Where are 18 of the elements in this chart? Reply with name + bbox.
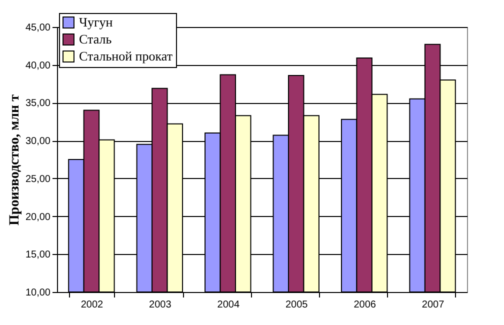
x-tick-label: 2003 bbox=[149, 300, 172, 310]
x-tick-label: 2006 bbox=[354, 300, 376, 310]
x-tick-label: 2004 bbox=[217, 300, 240, 310]
y-tick-label: 20,00 bbox=[25, 212, 51, 223]
x-tick-label: 2005 bbox=[285, 300, 308, 310]
legend-label: Сталь bbox=[79, 32, 112, 46]
y-tick-label: 45,00 bbox=[25, 22, 51, 34]
y-tick-label: 15,00 bbox=[25, 250, 51, 261]
y-tick-label: 35,00 bbox=[25, 98, 51, 110]
y-tick-label: 30,00 bbox=[25, 136, 51, 148]
legend-label: Стальной прокат bbox=[79, 48, 173, 64]
x-tick-label: 2007 bbox=[422, 300, 445, 310]
y-tick-label: 25,00 bbox=[25, 174, 51, 185]
y-tick-label: 10,00 bbox=[25, 288, 51, 298]
x-tick-label: 2002 bbox=[80, 300, 104, 310]
legend-label: Чугун bbox=[79, 14, 113, 30]
y-axis-title: Производство, млн т bbox=[7, 94, 22, 226]
y-tick-label: 40,00 bbox=[25, 60, 51, 72]
